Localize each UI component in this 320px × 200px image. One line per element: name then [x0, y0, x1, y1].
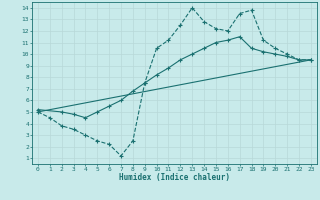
X-axis label: Humidex (Indice chaleur): Humidex (Indice chaleur) [119, 173, 230, 182]
